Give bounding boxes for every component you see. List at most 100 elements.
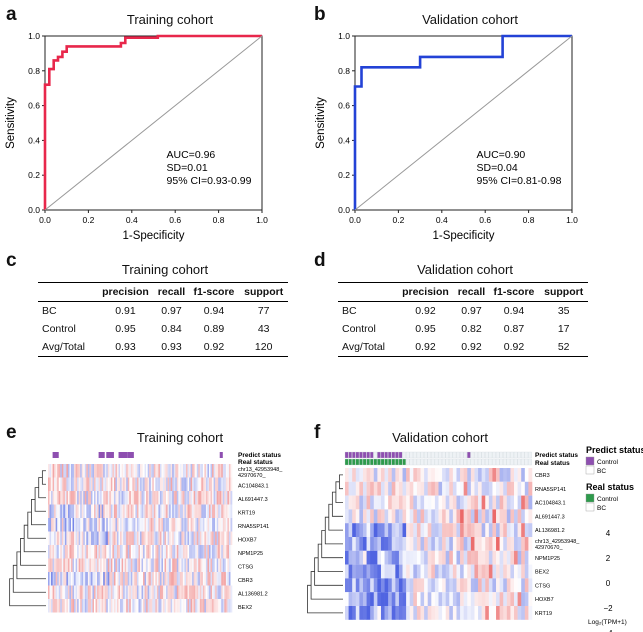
heatmap-cell — [55, 585, 58, 599]
heatmap-cell — [57, 504, 60, 518]
heatmap-cell — [488, 481, 493, 496]
heatmap-cell — [95, 464, 98, 478]
heatmap-cell — [89, 518, 92, 532]
heatmap-cell — [92, 464, 95, 478]
heatmap-cell — [345, 495, 349, 510]
predict-status-cell — [506, 451, 511, 459]
heatmap-cell — [83, 504, 86, 518]
heatmap-cell — [170, 504, 173, 518]
legend-swatch — [585, 502, 595, 512]
heatmap-cell — [370, 550, 375, 565]
heatmap-cell — [196, 599, 199, 613]
heatmap-cell — [67, 477, 70, 491]
heatmap-cell — [81, 518, 84, 532]
heatmap-cell — [528, 509, 533, 524]
heatmap-cell — [438, 495, 443, 510]
heatmap-cell — [366, 468, 371, 482]
heatmap-cell — [149, 491, 152, 505]
heatmap-cell — [141, 518, 144, 532]
heatmap-cell — [138, 558, 141, 572]
heatmap-cell — [58, 545, 61, 559]
dendrogram-branch — [31, 499, 46, 526]
heatmap-cell — [228, 491, 231, 505]
predict-status-cell — [348, 451, 352, 459]
real-status-cell — [391, 458, 396, 466]
heatmap-cell — [158, 572, 161, 586]
heatmap-cell — [169, 504, 171, 518]
heatmap-cell — [83, 599, 86, 613]
real-status-cell — [524, 458, 529, 466]
heatmap-cell — [132, 599, 135, 613]
heatmap-cell — [481, 509, 486, 524]
heatmap-cell — [373, 606, 378, 620]
heatmap-cell — [146, 545, 148, 559]
heatmap-cell — [77, 558, 79, 572]
heatmap-cell — [420, 523, 425, 537]
heatmap-cell — [147, 585, 150, 599]
heatmap-cell — [366, 606, 371, 620]
heatmap-cell — [150, 477, 153, 491]
heatmap-cell — [474, 564, 479, 579]
heatmap-cell — [225, 531, 228, 545]
heatmap-cell — [420, 606, 425, 620]
heatmap-cell — [152, 518, 155, 532]
heatmap-cell — [359, 509, 364, 524]
heatmap-cell — [69, 491, 72, 505]
heatmap-cell — [95, 518, 98, 532]
heatmap-cell — [92, 518, 95, 532]
heatmap-cell — [129, 558, 132, 572]
heatmap-cell — [138, 477, 141, 491]
heatmap-cell — [409, 550, 414, 565]
heatmap-cell — [100, 585, 102, 599]
heatmap-cell — [83, 477, 86, 491]
heatmap-cell — [216, 464, 219, 478]
table-corner — [38, 283, 96, 302]
heatmap-cell — [135, 504, 138, 518]
heatmap-cell — [352, 537, 357, 551]
heatmap-cell — [164, 599, 167, 613]
heatmap-cell — [61, 504, 64, 518]
heatmap-cell — [395, 592, 400, 606]
x-tick-label: 0.6 — [169, 215, 181, 225]
heatmap-cell — [106, 531, 109, 545]
heatmap-cell — [51, 504, 53, 518]
heatmap-cell — [503, 592, 508, 606]
heatmap-cell — [210, 464, 213, 478]
heatmap-cell — [485, 509, 490, 524]
heatmap-cell — [228, 531, 231, 545]
heatmap-cell — [204, 464, 207, 478]
heatmap-cell — [445, 564, 450, 579]
heatmap-cell — [481, 495, 486, 510]
heatmap-cell — [225, 558, 228, 572]
heatmap-cell — [420, 468, 425, 482]
heatmap-cell — [510, 578, 515, 593]
heatmap-cell — [524, 468, 529, 482]
heatmap-cell — [366, 564, 371, 579]
heatmap-cell — [409, 523, 414, 537]
heatmap-cell — [228, 504, 231, 518]
heatmap-cell — [107, 464, 110, 478]
heatmap-cell — [406, 495, 411, 510]
heatmap-cell — [445, 481, 450, 496]
heatmap-cell — [219, 599, 222, 613]
table-cell: 35 — [557, 305, 570, 317]
row-label: Control — [42, 323, 76, 335]
heatmap-cell — [172, 518, 175, 532]
panel-e-title: Training cohort — [136, 430, 224, 445]
legend-swatch — [585, 465, 595, 475]
heatmap-cell — [189, 491, 191, 505]
heatmap-cell — [166, 464, 168, 478]
dendrogram-branch — [41, 470, 46, 485]
heatmap-cell — [192, 491, 194, 505]
predict-status-cell — [510, 451, 514, 459]
heatmap-cell — [384, 564, 389, 579]
heatmap-cell — [431, 495, 436, 510]
heatmap-cell — [431, 550, 436, 565]
heatmap-cell — [54, 518, 56, 532]
heatmap-cell — [181, 572, 184, 586]
heatmap-cell — [192, 518, 194, 532]
heatmap-cell — [78, 585, 81, 599]
heatmap-cell — [86, 572, 89, 586]
heatmap-cell — [186, 585, 188, 599]
heatmap-cell — [87, 477, 90, 491]
